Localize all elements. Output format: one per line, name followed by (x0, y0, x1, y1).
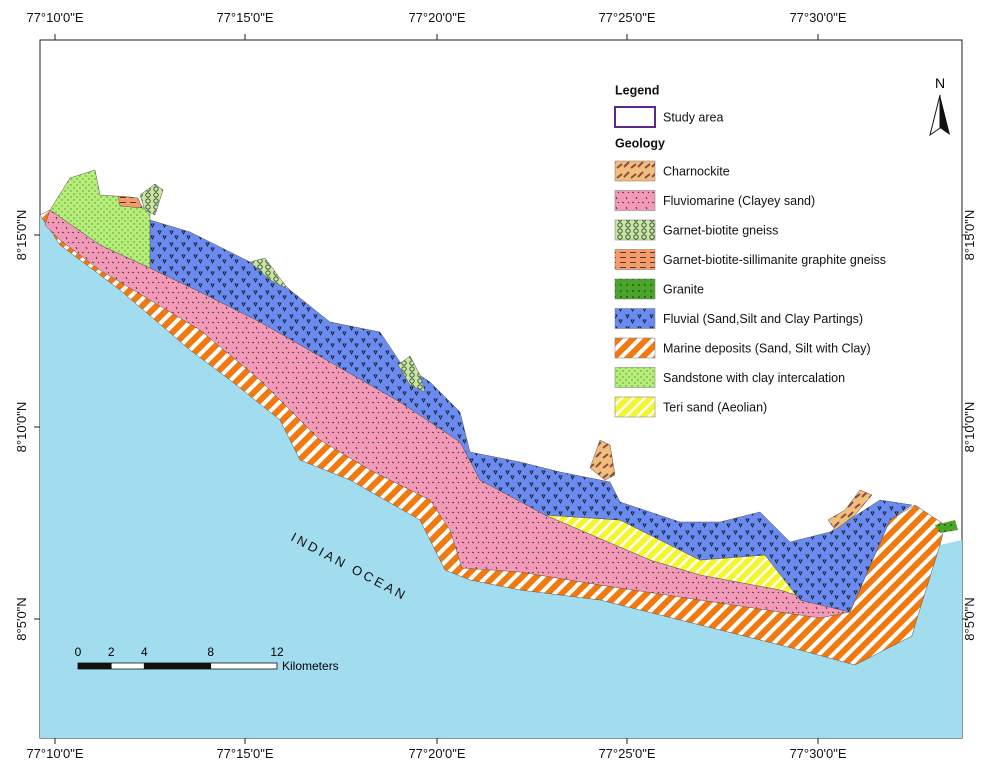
geology-title: Geology (615, 136, 665, 150)
coord-label: 77°30'0"E (789, 10, 846, 25)
coord-label: 77°10'0"E (26, 10, 83, 25)
study-area-swatch (615, 107, 655, 127)
coord-label: 77°25'0"E (598, 10, 655, 25)
legend-swatch (615, 250, 655, 270)
coord-label: 77°20'0"E (408, 746, 465, 761)
scale-segment (211, 663, 277, 669)
legend-label: Garnet-biotite-sillimanite graphite gnei… (663, 253, 886, 267)
legend-label: Teri sand (Aeolian) (663, 400, 767, 414)
scale-unit: Kilometers (282, 659, 339, 673)
scale-segment (144, 663, 210, 669)
coord-label: 8°5'0"N (14, 597, 29, 640)
legend-swatch (615, 220, 655, 240)
map: INDIAN OCEAN N Legend Study area Geology… (0, 0, 989, 767)
scale-label: 0 (75, 645, 82, 659)
legend-label: Study area (663, 110, 724, 124)
legend-label: Charnockite (663, 164, 730, 178)
scale-label: 4 (141, 645, 148, 659)
coord-label: 8°15'0"N (14, 210, 29, 261)
coord-label: 8°10'0"N (14, 402, 29, 453)
legend-swatch (615, 397, 655, 417)
legend-swatch (615, 191, 655, 211)
coord-label: 77°30'0"E (789, 746, 846, 761)
scale-label: 12 (270, 645, 284, 659)
page: {"map": { "top_labels": ["77°10'0\"E", "… (0, 0, 989, 772)
coord-label: 77°10'0"E (26, 746, 83, 761)
legend-title: Legend (615, 83, 659, 97)
legend-swatch (615, 161, 655, 181)
legend-label: Fluviomarine (Clayey sand) (663, 194, 815, 208)
scale-segment (111, 663, 144, 669)
coord-label: 77°15'0"E (216, 10, 273, 25)
coord-label: 77°20'0"E (408, 10, 465, 25)
scale-label: 2 (108, 645, 115, 659)
legend-swatch (615, 309, 655, 329)
legend-swatch (615, 279, 655, 299)
legend-swatch (615, 368, 655, 388)
north-label: N (935, 75, 945, 91)
legend-label: Garnet-biotite gneiss (663, 223, 778, 237)
coord-label: 77°15'0"E (216, 746, 273, 761)
scale-label: 8 (207, 645, 214, 659)
legend-label: Granite (663, 282, 704, 296)
legend-label: Sandstone with clay intercalation (663, 371, 845, 385)
legend-label: Marine deposits (Sand, Silt with Clay) (663, 341, 871, 355)
legend-label: Fluvial (Sand,Silt and Clay Partings) (663, 312, 863, 326)
scale-segment (78, 663, 111, 669)
legend-swatch (615, 338, 655, 358)
coord-label: 77°25'0"E (598, 746, 655, 761)
